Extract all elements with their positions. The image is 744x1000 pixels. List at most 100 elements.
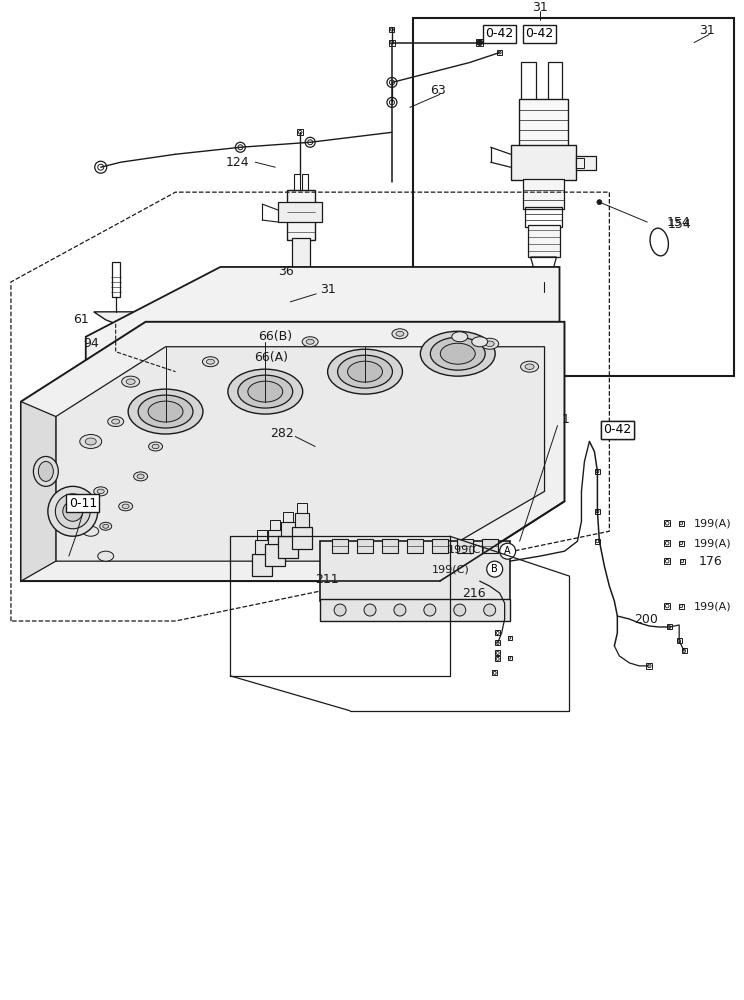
Ellipse shape xyxy=(122,504,129,509)
Bar xyxy=(525,207,562,227)
Bar xyxy=(595,509,600,514)
Bar xyxy=(522,179,565,209)
Text: 36: 36 xyxy=(278,265,294,278)
Ellipse shape xyxy=(152,444,159,449)
Text: 282: 282 xyxy=(270,427,294,440)
Bar xyxy=(577,158,585,168)
Polygon shape xyxy=(86,407,220,551)
Text: 199(C): 199(C) xyxy=(448,544,486,554)
Ellipse shape xyxy=(521,361,539,372)
Ellipse shape xyxy=(86,438,96,445)
Text: 0-42: 0-42 xyxy=(603,423,632,436)
Circle shape xyxy=(477,40,483,46)
Circle shape xyxy=(500,543,516,559)
Bar xyxy=(667,624,672,629)
Bar xyxy=(519,99,568,147)
Text: 199(A): 199(A) xyxy=(694,538,732,548)
Bar xyxy=(595,469,600,474)
Ellipse shape xyxy=(307,339,314,344)
Bar xyxy=(293,282,307,297)
Ellipse shape xyxy=(112,419,120,424)
Bar xyxy=(297,503,307,513)
Bar xyxy=(677,638,682,643)
Bar xyxy=(664,540,670,546)
Bar xyxy=(320,599,510,621)
Ellipse shape xyxy=(472,337,488,347)
Ellipse shape xyxy=(128,389,203,434)
Ellipse shape xyxy=(134,472,147,481)
Polygon shape xyxy=(320,541,510,601)
Ellipse shape xyxy=(347,361,382,382)
Bar xyxy=(270,520,280,530)
Bar xyxy=(269,530,282,544)
Bar xyxy=(496,630,500,635)
Circle shape xyxy=(597,200,602,205)
Ellipse shape xyxy=(83,526,99,536)
Bar xyxy=(266,544,285,566)
Text: 200: 200 xyxy=(635,613,658,626)
Ellipse shape xyxy=(62,501,83,521)
Ellipse shape xyxy=(138,395,193,428)
Text: A: A xyxy=(504,546,511,556)
Bar xyxy=(257,530,267,540)
Bar xyxy=(332,539,348,553)
Ellipse shape xyxy=(122,376,140,387)
Ellipse shape xyxy=(396,331,404,336)
Text: 94: 94 xyxy=(83,337,98,350)
Bar xyxy=(682,648,687,653)
Text: 66(B): 66(B) xyxy=(258,330,292,343)
Ellipse shape xyxy=(452,332,468,342)
Text: 0-42: 0-42 xyxy=(486,27,514,40)
Circle shape xyxy=(542,290,545,294)
Bar xyxy=(497,50,502,55)
Text: 31: 31 xyxy=(532,1,548,14)
Text: 1: 1 xyxy=(562,413,569,426)
Bar xyxy=(389,27,394,32)
Bar xyxy=(389,40,395,46)
Text: 216: 216 xyxy=(462,587,485,600)
Bar xyxy=(278,202,322,222)
Bar xyxy=(302,174,308,192)
Text: 124: 124 xyxy=(225,156,249,169)
Circle shape xyxy=(334,604,346,616)
Ellipse shape xyxy=(327,349,403,394)
Bar xyxy=(507,636,512,640)
Bar xyxy=(548,62,562,102)
Bar xyxy=(357,539,373,553)
Bar xyxy=(664,603,670,609)
Bar xyxy=(283,512,293,522)
Text: 199(C): 199(C) xyxy=(432,564,469,574)
Ellipse shape xyxy=(119,502,132,511)
Bar xyxy=(287,190,315,240)
Ellipse shape xyxy=(485,341,494,346)
Bar xyxy=(521,62,536,102)
Circle shape xyxy=(484,604,496,616)
Bar xyxy=(432,539,448,553)
Bar xyxy=(595,539,600,544)
Text: 154: 154 xyxy=(667,218,691,231)
Polygon shape xyxy=(21,402,56,581)
Bar xyxy=(382,539,398,553)
Ellipse shape xyxy=(302,337,318,347)
Bar xyxy=(292,238,310,270)
Bar xyxy=(457,539,472,553)
Bar xyxy=(295,513,310,527)
Bar xyxy=(680,559,684,564)
Circle shape xyxy=(364,604,376,616)
Ellipse shape xyxy=(392,329,408,339)
Text: 31: 31 xyxy=(699,24,715,37)
Ellipse shape xyxy=(420,331,496,376)
Text: 0-11: 0-11 xyxy=(68,497,97,510)
Ellipse shape xyxy=(440,343,475,364)
Ellipse shape xyxy=(97,551,114,561)
Bar xyxy=(112,262,120,297)
Ellipse shape xyxy=(137,474,144,479)
Bar xyxy=(292,527,312,549)
Text: 63: 63 xyxy=(430,84,446,97)
Ellipse shape xyxy=(202,357,219,367)
Bar xyxy=(664,520,670,526)
Bar xyxy=(294,174,300,192)
Bar xyxy=(281,522,295,536)
Bar xyxy=(527,225,559,257)
Bar xyxy=(476,39,483,46)
